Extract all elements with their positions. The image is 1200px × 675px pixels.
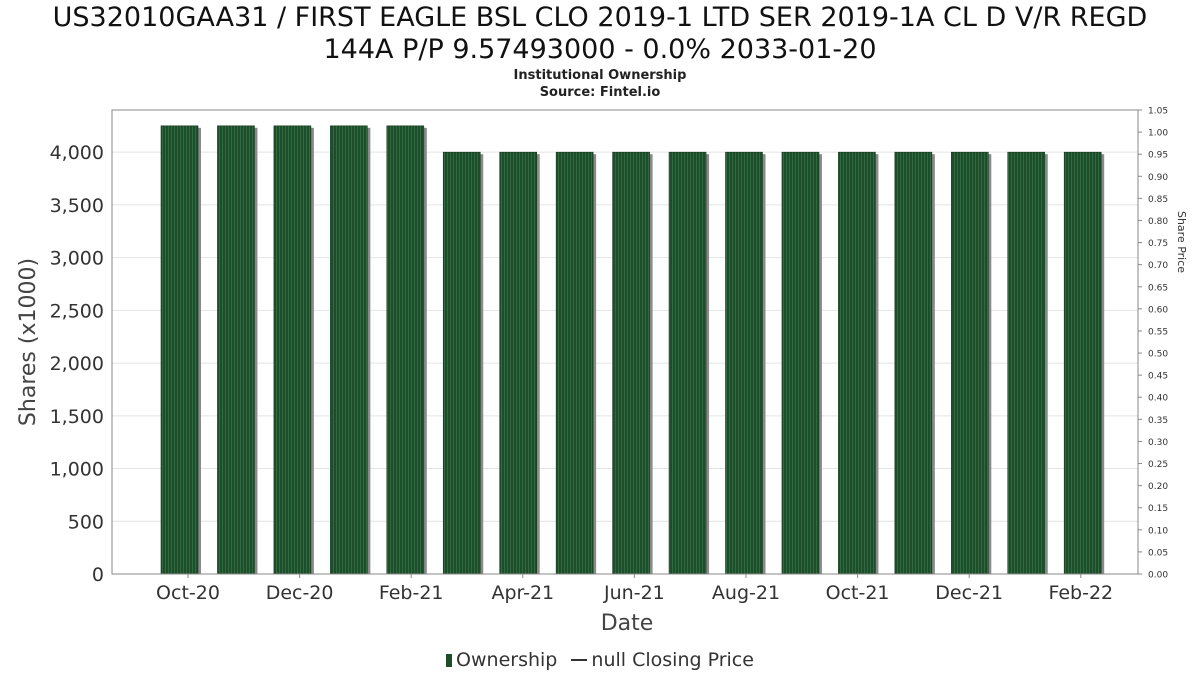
y2-tick-label: 0.45 (1148, 372, 1168, 382)
y-tick-label: 0 (92, 564, 104, 586)
ownership-bar (499, 151, 538, 575)
y2-tick-label: 0.70 (1148, 261, 1168, 271)
x-tick-label: Jun-21 (603, 582, 665, 604)
ownership-bar (950, 151, 989, 575)
y2-tick-label: 0.55 (1148, 327, 1168, 337)
y2-tick-label: 0.90 (1148, 173, 1168, 183)
y2-tick-label: 0.35 (1148, 416, 1168, 426)
x-tick-label: Oct-21 (826, 582, 890, 604)
ownership-bar (781, 151, 820, 575)
legend-ownership-label: Ownership (456, 648, 558, 671)
y-tick-label: 4,000 (50, 142, 104, 164)
chart-subtitle: Institutional Ownership (513, 68, 687, 83)
y2-tick-label: 0.95 (1148, 151, 1168, 161)
x-tick-label: Oct-20 (156, 582, 220, 604)
y-tick-label: 500 (68, 511, 104, 533)
legend-price: null Closing Price (567, 649, 754, 671)
y-tick-label: 1,000 (50, 459, 104, 481)
y2-tick-label: 1.00 (1148, 129, 1168, 139)
legend-ownership-swatch (446, 653, 453, 667)
chart-title-line-1: US32010GAA31 / FIRST EAGLE BSL CLO 2019-… (52, 2, 1148, 33)
ownership-bar (273, 125, 312, 575)
y2-tick-label: 1.05 (1148, 107, 1168, 117)
ownership-bar (160, 125, 199, 575)
x-axis-title: Date (601, 611, 654, 636)
chart-title-line-2: 144A P/P 9.57493000 - 0.0% 2033-01-20 (323, 34, 877, 65)
y2-tick-label: 0.80 (1148, 217, 1168, 227)
y2-tick-label: 0.10 (1148, 526, 1168, 536)
y2-tick-label: 0.65 (1148, 283, 1168, 293)
y2-tick-label: 0.25 (1148, 460, 1168, 470)
ownership-bar (838, 151, 876, 575)
ownership-bar (330, 125, 368, 575)
y2-tick-label: 0.85 (1148, 195, 1168, 205)
chart-source: Source: Fintel.io (539, 85, 661, 100)
x-tick-label: Aug-21 (712, 582, 780, 604)
x-tick-label: Apr-21 (491, 582, 554, 604)
x-tick-label: Dec-20 (266, 582, 334, 604)
y2-tick-label: 0.20 (1148, 482, 1168, 492)
y2-axis-title: Share Price (1175, 211, 1188, 273)
ownership-bar (725, 151, 763, 575)
y-tick-label: 1,500 (50, 406, 104, 428)
ownership-bar (668, 151, 707, 575)
y2-tick-label: 0.00 (1148, 571, 1168, 581)
y-tick-label: 3,500 (50, 195, 104, 217)
ownership-bar (1063, 151, 1102, 575)
y-axis-title: Shares (x1000) (16, 258, 41, 426)
y2-tick-label: 0.30 (1148, 438, 1168, 448)
ownership-bar (612, 151, 650, 575)
ownership-bar (1007, 151, 1046, 575)
y2-tick-label: 0.05 (1148, 548, 1168, 558)
ownership-bar (555, 151, 594, 575)
legend-ownership: Ownership (446, 649, 557, 671)
y-tick-label: 3,000 (50, 248, 104, 270)
y2-tick-label: 0.15 (1148, 504, 1168, 514)
ownership-bar (386, 125, 425, 575)
chart-legend: Ownership null Closing Price (0, 648, 1200, 671)
ownership-bar (217, 125, 255, 575)
legend-price-swatch (571, 659, 588, 661)
y-tick-label: 2,000 (50, 353, 104, 375)
x-tick-label: Feb-21 (379, 582, 444, 604)
legend-price-label: null Closing Price (591, 648, 754, 671)
y2-tick-label: 0.75 (1148, 239, 1168, 249)
x-tick-label: Dec-21 (935, 582, 1003, 604)
x-tick-label: Feb-22 (1048, 582, 1113, 604)
ownership-bar (894, 151, 933, 575)
ownership-bar (442, 151, 481, 575)
y2-tick-label: 0.60 (1148, 305, 1168, 315)
y-tick-label: 2,500 (50, 300, 104, 322)
y2-tick-label: 0.50 (1148, 350, 1168, 360)
y2-tick-label: 0.40 (1148, 394, 1168, 404)
